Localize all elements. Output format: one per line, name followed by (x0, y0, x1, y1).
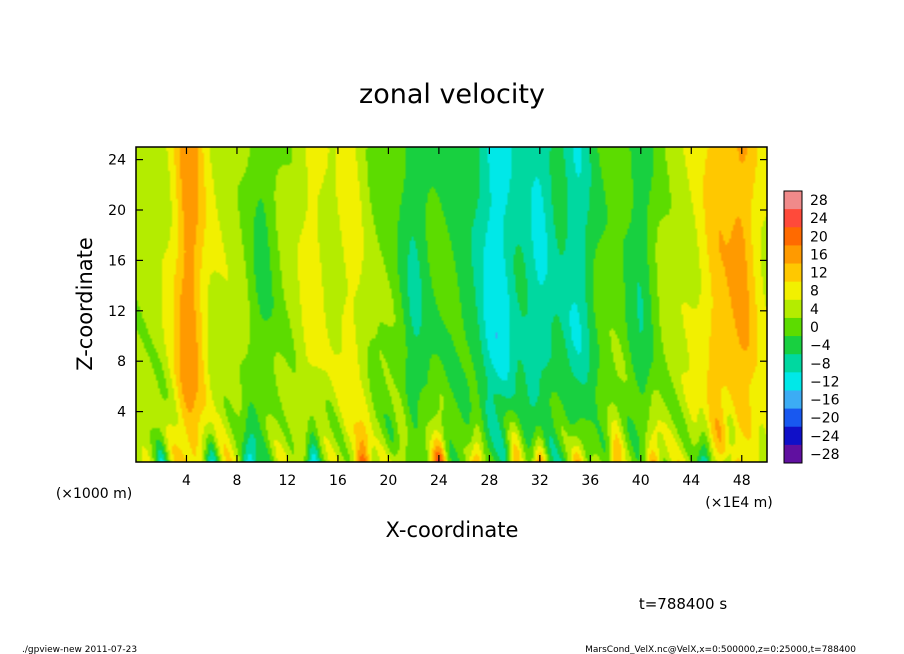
colorbar-label: 4 (810, 302, 819, 318)
colorbar-frame (783, 190, 803, 464)
x-unit-left: (×1000 m) (56, 486, 132, 502)
x-tick-label: 8 (232, 473, 241, 489)
colorbar-label: 8 (810, 284, 819, 300)
colorbar-swatch (784, 227, 802, 246)
colorbar-swatch (784, 426, 802, 446)
colorbar-label: −20 (810, 411, 840, 427)
colorbar-swatch (784, 263, 802, 283)
y-axis: 4 8 12 16 20 24 (108, 153, 767, 421)
colorbar-label: 24 (810, 211, 828, 227)
colorbar-label: −24 (810, 429, 840, 445)
colorbar-label: 16 (810, 247, 828, 263)
colorbar-label: −4 (810, 338, 831, 354)
colorbar-swatch (784, 191, 802, 210)
x-tick-label: 48 (733, 473, 751, 489)
colorbar-label: −28 (810, 447, 840, 463)
colorbar-swatch (784, 390, 802, 410)
colorbar-swatch (784, 408, 802, 428)
colorbar-label: 0 (810, 320, 819, 336)
y-tick-label: 8 (117, 354, 126, 370)
heatmap-image (136, 147, 767, 462)
colorbar-swatch (784, 245, 802, 265)
time-label: t=788400 s (639, 595, 727, 613)
colorbar-label: −8 (810, 356, 831, 372)
heatmap-area (136, 147, 767, 462)
x-tick-label: 16 (329, 473, 347, 489)
colorbar-label: 28 (810, 193, 828, 209)
x-tick-label: 12 (279, 473, 297, 489)
plot-frame (135, 146, 768, 463)
x-unit-right: (×1E4 m) (705, 495, 772, 511)
chart-title: zonal velocity (359, 79, 545, 110)
colorbar-swatch (784, 317, 802, 337)
colorbar-swatch (784, 209, 802, 228)
x-tick-label: 44 (682, 473, 700, 489)
colorbar-swatch (784, 336, 802, 355)
y-tick-label: 4 (117, 405, 126, 421)
x-tick-label: 28 (480, 473, 498, 489)
x-tick-label: 4 (182, 473, 191, 489)
colorbar-label: 12 (810, 266, 828, 282)
colorbar-label: 20 (810, 229, 828, 245)
program-label: ./gpview-new 2011-07-23 (22, 645, 137, 654)
x-tick-label: 20 (379, 473, 397, 489)
y-tick-label: 20 (108, 203, 126, 219)
x-axis: 4 8 12 16 20 24 28 32 36 40 44 48 (182, 147, 751, 489)
source-label: MarsCond_VelX.nc@VelX,x=0:500000,z=0:250… (585, 645, 856, 654)
colorbar-swatch (784, 372, 802, 391)
colorbar-swatch (784, 281, 802, 301)
y-tick-label: 24 (108, 153, 126, 169)
colorbar-label: −12 (810, 374, 840, 390)
x-tick-label: 32 (531, 473, 549, 489)
colorbar-swatch (784, 354, 802, 373)
x-tick-label: 36 (581, 473, 599, 489)
colorbar-swatch (784, 444, 802, 464)
y-tick-label: 12 (108, 304, 126, 320)
x-tick-label: 40 (632, 473, 650, 489)
y-tick-label: 16 (108, 253, 126, 269)
colorbar-label: −16 (810, 393, 840, 409)
colorbar-swatch (784, 299, 802, 319)
y-axis-label: Z-coordinate (73, 237, 97, 371)
colorbar: 28 24 20 16 12 8 4 0 −4 −8 −12 −16 −20 −24 −28 (783, 190, 840, 464)
x-axis-label: X-coordinate (386, 518, 519, 542)
x-tick-label: 24 (430, 473, 448, 489)
